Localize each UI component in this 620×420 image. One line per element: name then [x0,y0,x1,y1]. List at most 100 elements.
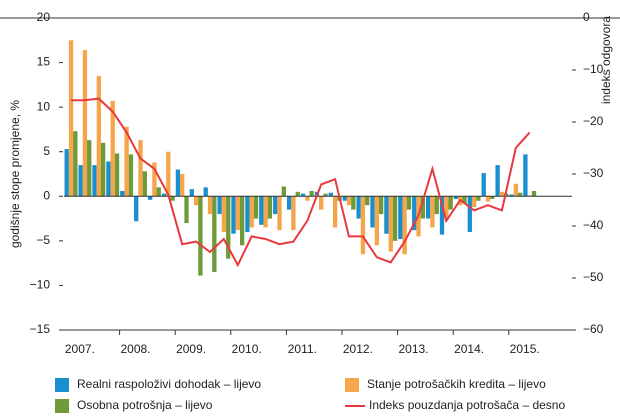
bar [406,196,412,210]
bar [328,192,333,197]
x-tick-label: 2014. [454,342,484,356]
bar [286,196,292,210]
bar [207,196,213,215]
bar [402,196,407,255]
bar [259,196,264,225]
bar [249,196,254,228]
bar [184,196,189,224]
bar [142,171,147,197]
bar [319,196,324,210]
bar [309,190,314,197]
x-tick-label: 2008. [120,342,150,356]
legend-label: Indeks pouzdanja potrošača – desno [369,398,565,412]
bar [495,165,500,197]
bar [87,140,92,197]
y2-tick-label: 0 [583,10,590,24]
bar [152,162,157,197]
bar [291,196,296,231]
bar [388,196,393,252]
legend-swatch [55,399,69,413]
bar [430,196,435,228]
bar [203,187,208,197]
y-tick-label: −5 [36,233,50,247]
bar [263,196,268,228]
y2-tick-label: −40 [583,218,604,232]
bar [342,196,347,201]
bar [175,169,181,197]
bar [490,196,495,199]
legend-label: Stanje potrošačkih kredita – lijevo [367,377,546,391]
bar [138,140,143,197]
bar [189,189,194,197]
bar [161,193,167,197]
bar [96,75,101,197]
bar [128,154,134,197]
y-axis-label: godišnje stope promjene, % [8,100,22,248]
bar [273,196,278,215]
bar [523,154,528,197]
bar [412,196,417,231]
line [71,97,531,268]
y2-tick-label: −60 [583,322,604,336]
bar [425,196,431,219]
x-tick-label: 2011. [288,342,317,356]
bar [467,196,472,232]
bar [147,196,153,200]
y-tick-label: −10 [30,278,51,292]
legend-swatch [55,378,69,392]
bar [531,190,537,197]
bar [384,196,389,234]
bar [346,196,352,206]
bar [68,40,74,197]
y-tick-label: 15 [37,55,51,69]
bar [513,183,518,197]
bar [462,196,467,204]
legend-swatch [345,378,359,392]
bar [448,196,453,210]
bar [499,191,505,197]
bar [180,174,185,197]
bar [295,191,300,197]
bar [78,165,83,197]
bar [193,196,199,206]
bar [73,131,78,197]
bar [156,187,161,197]
bar [300,193,306,197]
bar [365,196,370,206]
bar [217,196,222,215]
x-tick-label: 2013. [398,342,428,356]
bar [226,196,231,259]
bar [253,196,259,219]
bar [481,173,486,197]
bar [378,196,384,215]
bar [82,50,88,197]
bar [370,196,375,228]
x-tick-label: 2007. [65,342,95,356]
y-tick-label: 10 [37,99,51,113]
bar [64,149,69,197]
bar [239,196,245,246]
bar [398,196,403,240]
y2-tick-label: −50 [583,270,604,284]
y-tick-label: −15 [30,322,51,336]
x-tick-label: 2012. [343,342,373,356]
bar [476,196,481,201]
y2-tick-label: −20 [583,114,604,128]
y2-tick-label: −30 [583,166,604,180]
bar [170,196,175,201]
bar [92,165,97,197]
bar [198,196,203,276]
bar [281,186,286,197]
bar [305,196,310,201]
x-tick-label: 2015. [510,342,540,356]
bar [106,161,111,197]
bar [124,126,129,197]
bar [434,196,439,215]
y2-tick-label: −10 [583,62,604,76]
bar [351,196,356,210]
bar [267,196,273,219]
bar [231,196,236,234]
y2-axis-label: indeks odgovora [599,16,613,104]
bar [471,196,477,207]
